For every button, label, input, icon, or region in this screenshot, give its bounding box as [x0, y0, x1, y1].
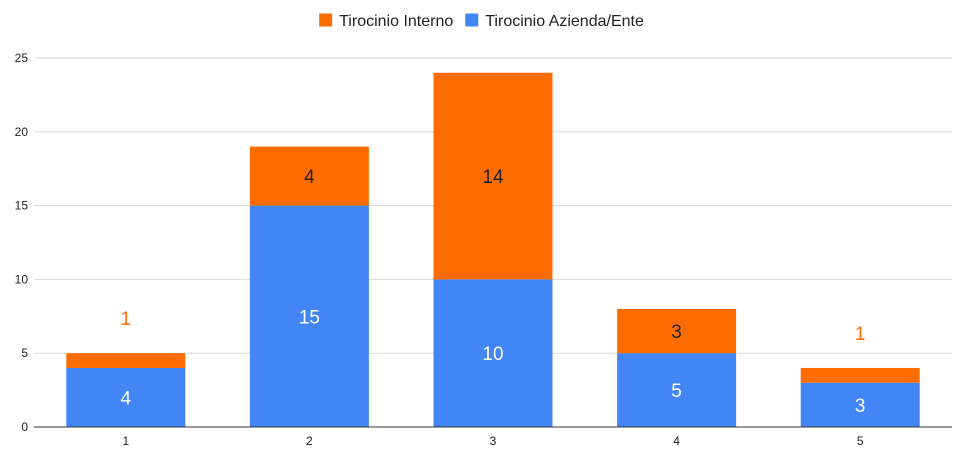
bar-azienda-1 — [66, 367, 186, 427]
data-labels: 4 1 15 4 10 14 5 3 3 1 — [121, 167, 866, 417]
bars — [66, 72, 920, 427]
bar-interno-2 — [249, 146, 369, 206]
y-tick-label-5: 5 — [21, 346, 28, 360]
data-label-interno-1: 1 — [121, 309, 132, 330]
bar-azienda-2 — [249, 205, 369, 427]
y-tick-label-10: 10 — [15, 272, 29, 286]
y-tick-label-25: 25 — [15, 51, 29, 65]
data-label-azienda-4: 5 — [671, 381, 682, 402]
data-label-azienda-5: 3 — [855, 396, 866, 417]
data-label-azienda-3: 10 — [482, 344, 503, 365]
bar-azienda-4 — [617, 353, 737, 427]
legend-swatch-azienda — [465, 13, 479, 27]
bar-interno-4 — [617, 308, 737, 354]
x-axis-ticks: 1 2 3 4 5 — [122, 434, 863, 448]
bar-azienda-5 — [800, 382, 920, 427]
legend-label-interno: Tirocinio Interno — [339, 13, 453, 30]
data-label-azienda-1: 4 — [121, 388, 132, 409]
data-label-azienda-2: 15 — [299, 307, 320, 328]
x-tick-label-3: 3 — [490, 434, 497, 448]
y-axis-ticks: 0 5 10 15 20 25 — [15, 51, 29, 434]
bar-interno-3 — [433, 72, 553, 280]
legend: Tirocinio Interno Tirocinio Azienda/Ente — [319, 13, 644, 30]
data-label-interno-3: 14 — [482, 167, 504, 188]
y-tick-label-15: 15 — [15, 199, 29, 213]
bar-azienda-3 — [433, 279, 553, 427]
x-tick-label-2: 2 — [306, 434, 313, 448]
legend-label-azienda: Tirocinio Azienda/Ente — [485, 13, 644, 30]
y-tick-label-20: 20 — [15, 125, 29, 139]
data-label-interno-5: 1 — [855, 324, 866, 345]
legend-swatch-interno — [319, 13, 333, 27]
data-label-interno-4: 3 — [671, 322, 682, 343]
data-label-interno-2: 4 — [304, 167, 315, 188]
bar-interno-1 — [66, 353, 186, 368]
y-tick-label-0: 0 — [21, 420, 28, 434]
x-tick-label-4: 4 — [673, 434, 680, 448]
x-tick-label-5: 5 — [857, 434, 864, 448]
x-tick-label-1: 1 — [122, 434, 129, 448]
bar-interno-5 — [800, 367, 920, 383]
